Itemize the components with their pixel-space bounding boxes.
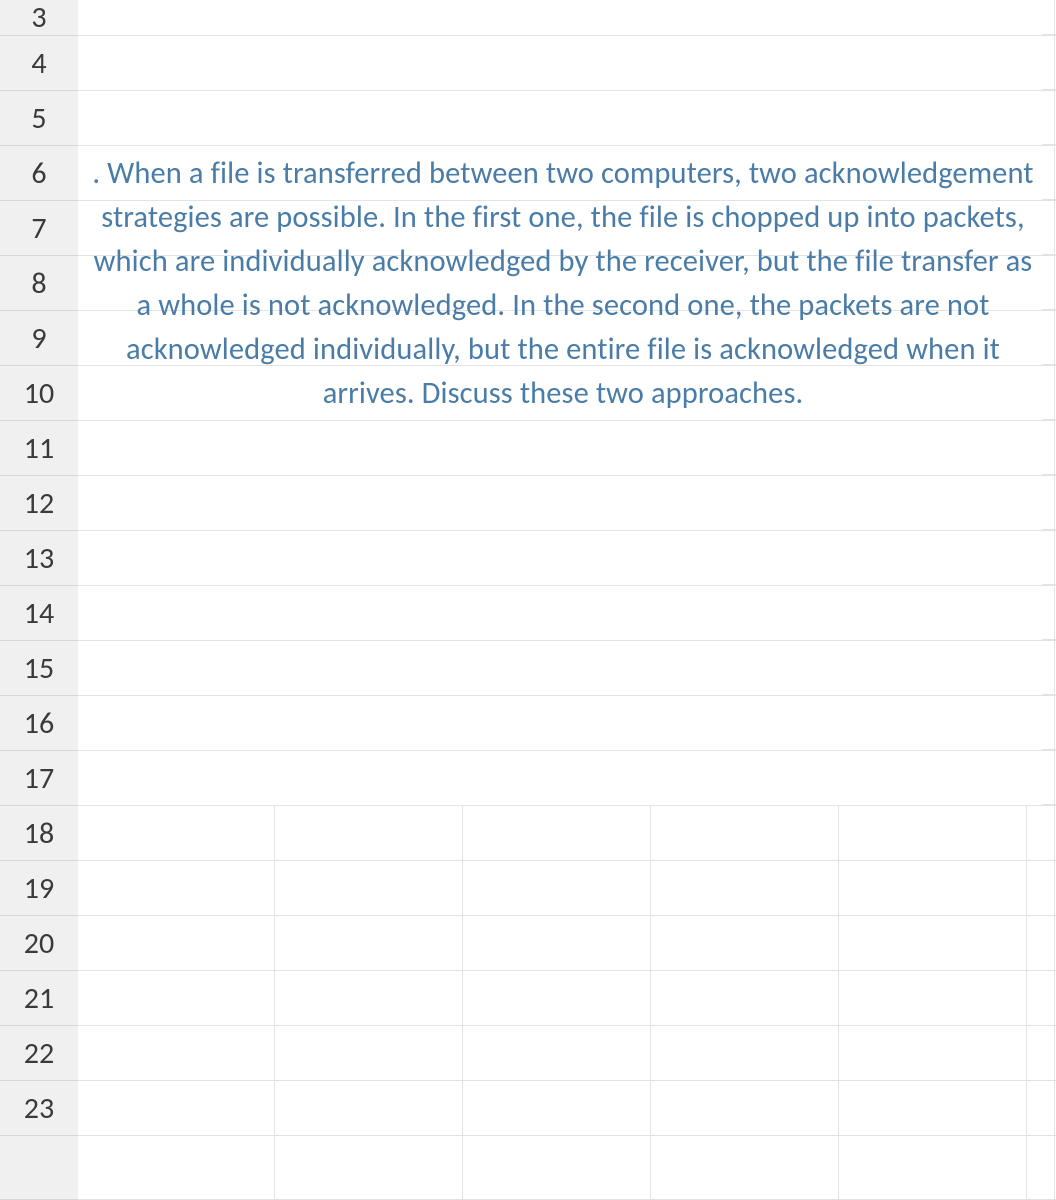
- row-number-label: 12: [24, 485, 54, 522]
- row-number-label: 20: [24, 925, 54, 962]
- grid-hline: [78, 695, 1056, 696]
- row-header[interactable]: 4: [0, 36, 78, 91]
- grid-hline: [78, 585, 1056, 586]
- grid-hline: [78, 1025, 1056, 1026]
- row-number-label: 10: [24, 375, 54, 412]
- row-number-label: 15: [24, 650, 54, 687]
- row-number-label: 17: [24, 760, 54, 797]
- row-header[interactable]: 20: [0, 916, 78, 971]
- row-number-label: 11: [24, 430, 54, 467]
- row-number-label: 18: [24, 815, 54, 852]
- row-header[interactable]: 19: [0, 861, 78, 916]
- row-header[interactable]: 23: [0, 1081, 78, 1136]
- grid-hline: [78, 1080, 1056, 1081]
- row-header[interactable]: 18: [0, 806, 78, 861]
- row-header[interactable]: 12: [0, 476, 78, 531]
- row-header[interactable]: 9: [0, 311, 78, 366]
- row-header[interactable]: 8: [0, 256, 78, 311]
- row-header[interactable]: 11: [0, 421, 78, 476]
- grid-hline: [78, 750, 1056, 751]
- row-number-label: 19: [24, 870, 54, 907]
- grid-hline: [78, 145, 1056, 146]
- row-header[interactable]: 6: [0, 146, 78, 201]
- row-header[interactable]: 16: [0, 696, 78, 751]
- row-number-label: 4: [31, 45, 46, 82]
- grid-vline: [1026, 806, 1027, 1200]
- row-header[interactable]: [0, 1136, 78, 1200]
- grid-hline: [78, 420, 1056, 421]
- grid-vline: [838, 806, 839, 1200]
- cell-text-content[interactable]: . When a file is transferred between two…: [84, 152, 1042, 416]
- row-number-label: 23: [24, 1090, 54, 1127]
- grid-hline: [78, 35, 1056, 36]
- row-header[interactable]: 14: [0, 586, 78, 641]
- grid-hline: [78, 915, 1056, 916]
- row-header[interactable]: 15: [0, 641, 78, 696]
- row-number-label: 16: [24, 705, 54, 742]
- grid-hline: [78, 475, 1056, 476]
- grid-vline: [462, 806, 463, 1200]
- grid-hline: [78, 860, 1056, 861]
- grid-hline: [78, 90, 1056, 91]
- row-number-label: 3: [31, 0, 46, 36]
- row-header[interactable]: 22: [0, 1026, 78, 1081]
- row-number-label: 13: [24, 540, 54, 577]
- row-header[interactable]: 3: [0, 0, 78, 36]
- row-number-label: 7: [31, 210, 46, 247]
- row-number-label: 21: [24, 980, 54, 1017]
- row-number-label: 8: [31, 265, 46, 302]
- row-header[interactable]: 21: [0, 971, 78, 1026]
- grid-vline: [650, 806, 651, 1200]
- grid-hline: [78, 640, 1056, 641]
- grid-hline: [78, 970, 1056, 971]
- row-header[interactable]: 5: [0, 91, 78, 146]
- spreadsheet-sheet: 3 4 5 6 7 8 9 10 11 12 13 14 15 16 17 18 19 20 21 22 23 . Wh…: [0, 0, 1056, 1200]
- row-header[interactable]: 17: [0, 751, 78, 806]
- grid-vline: [1054, 0, 1055, 1200]
- grid-vline: [274, 806, 275, 1200]
- row-header[interactable]: 13: [0, 531, 78, 586]
- grid-hline: [78, 805, 1056, 806]
- row-number-label: 22: [24, 1035, 54, 1072]
- row-header[interactable]: 7: [0, 201, 78, 256]
- grid-hline: [78, 530, 1056, 531]
- row-number-label: 9: [31, 320, 46, 357]
- row-header[interactable]: 10: [0, 366, 78, 421]
- grid-hline: [78, 1135, 1056, 1136]
- row-number-label: 5: [31, 100, 46, 137]
- row-number-label: 6: [31, 155, 46, 192]
- row-number-label: 14: [24, 595, 54, 632]
